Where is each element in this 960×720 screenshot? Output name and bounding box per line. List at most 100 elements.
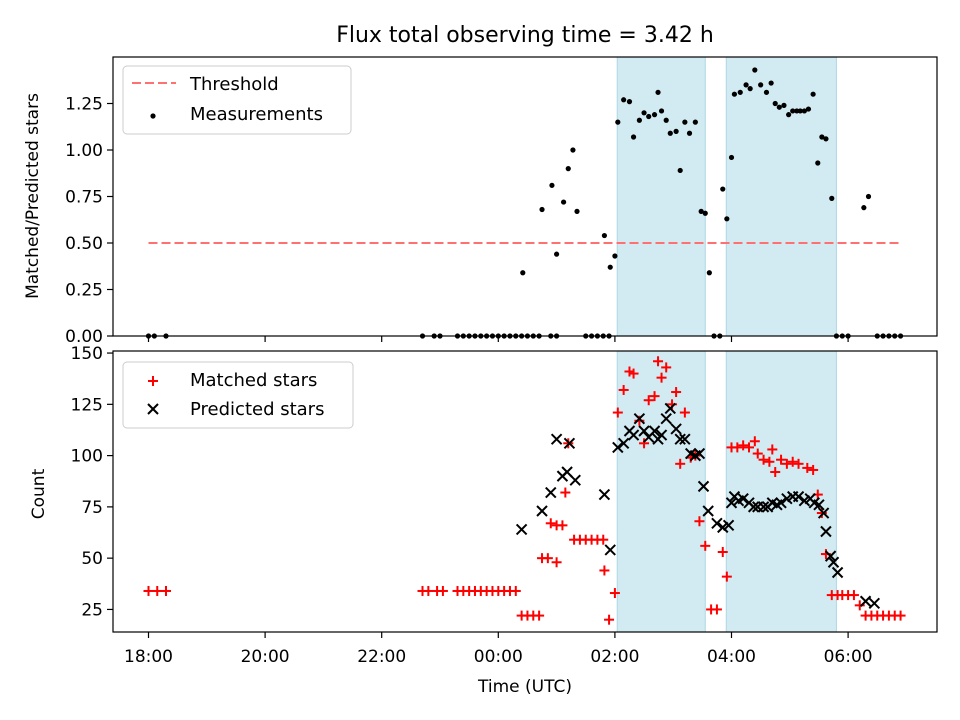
measurement-point bbox=[776, 104, 782, 110]
matched-point bbox=[557, 520, 568, 531]
matched-point bbox=[895, 610, 906, 621]
x-tick-label: 22:00 bbox=[357, 647, 406, 667]
legend-predicted-label: Predicted stars bbox=[190, 399, 324, 420]
measurement-point bbox=[570, 147, 576, 153]
matched-point bbox=[612, 407, 623, 418]
top-axes: 0.00 0.25 0.50 0.75 1.00 1.25 Matched/Predict… bbox=[23, 56, 938, 347]
matched-point bbox=[671, 387, 682, 398]
predicted-point bbox=[655, 429, 668, 441]
matched-point bbox=[717, 547, 728, 558]
chart-title: Flux total observing time = 3.42 h bbox=[336, 23, 714, 48]
y-tick-label: 75 bbox=[81, 498, 103, 518]
predicted-point bbox=[711, 517, 723, 529]
measurement-point bbox=[768, 80, 774, 86]
predicted-point bbox=[792, 490, 805, 503]
matched-point bbox=[653, 356, 664, 367]
predicted-point bbox=[648, 425, 661, 437]
y-tick-label: 100 bbox=[71, 447, 103, 467]
measurement-point bbox=[651, 112, 658, 118]
matched-point bbox=[560, 487, 571, 498]
y-tick-label: 0.25 bbox=[65, 281, 103, 301]
measurement-point bbox=[621, 97, 627, 103]
predicted-point bbox=[722, 519, 735, 532]
matched-point bbox=[679, 407, 690, 418]
bottom-legend: Matched stars Predicted stars bbox=[122, 361, 354, 429]
matched-point bbox=[721, 571, 732, 582]
matched-point bbox=[675, 458, 686, 469]
measurement-point bbox=[706, 270, 712, 276]
predicted-point bbox=[775, 497, 787, 509]
matched-point bbox=[542, 553, 553, 564]
matched-point bbox=[816, 508, 827, 519]
matched-point bbox=[604, 614, 615, 625]
measurement-point bbox=[549, 182, 555, 188]
predicted-point bbox=[563, 437, 576, 450]
matched-point bbox=[732, 442, 743, 453]
matched-point bbox=[749, 436, 760, 447]
x-tick-label: 18:00 bbox=[124, 647, 173, 667]
y-tick-label: 0.75 bbox=[65, 188, 103, 208]
top-shaded-intervals bbox=[616, 56, 837, 337]
predicted-point bbox=[679, 433, 691, 445]
measurement-point bbox=[601, 232, 608, 239]
predicted-point bbox=[550, 433, 563, 445]
predicted-point bbox=[612, 441, 624, 454]
measurement-point bbox=[646, 113, 652, 120]
predicted-point bbox=[536, 505, 548, 517]
top-y-ticks: 0.00 0.25 0.50 0.75 1.00 1.25 bbox=[65, 95, 113, 347]
matched-star-points bbox=[143, 356, 906, 625]
measurement-point bbox=[682, 119, 688, 125]
measurement-point bbox=[720, 186, 726, 192]
measurement-point bbox=[692, 119, 698, 125]
bottom-shaded-intervals bbox=[616, 350, 837, 633]
shaded-interval bbox=[616, 350, 706, 633]
measurement-point bbox=[554, 251, 560, 257]
y-tick-label: 1.00 bbox=[65, 141, 103, 161]
matched-point bbox=[700, 540, 711, 551]
measurement-point bbox=[731, 91, 738, 97]
x-tick-label: 02:00 bbox=[590, 647, 639, 667]
measurement-point bbox=[781, 102, 787, 108]
matched-point bbox=[787, 456, 798, 467]
predicted-point bbox=[664, 402, 676, 415]
bottom-legend-box bbox=[122, 361, 354, 429]
matched-point bbox=[802, 462, 813, 473]
y-tick-label: 0.00 bbox=[65, 327, 103, 347]
measurement-point bbox=[758, 82, 764, 88]
measurement-point bbox=[737, 89, 743, 95]
predicted-point bbox=[627, 429, 640, 441]
bottom-y-ticks: 25 50 75 100 125 150 bbox=[71, 344, 113, 620]
measurement-point bbox=[752, 67, 758, 73]
legend-measurements-swatch bbox=[150, 113, 156, 119]
predicted-point bbox=[674, 433, 686, 445]
predicted-point bbox=[515, 523, 528, 536]
matched-point bbox=[781, 458, 792, 469]
predicted-star-points bbox=[515, 402, 881, 609]
measurement-point bbox=[667, 130, 673, 136]
matched-point bbox=[656, 372, 667, 383]
predicted-point bbox=[817, 507, 830, 519]
matched-point bbox=[661, 362, 672, 373]
predicted-point bbox=[859, 595, 872, 607]
shaded-interval bbox=[725, 350, 837, 633]
measurement-point bbox=[805, 106, 812, 112]
y-tick-label: 1.25 bbox=[65, 95, 103, 115]
matched-point bbox=[770, 467, 781, 478]
measurement-point bbox=[560, 199, 567, 205]
measurement-point bbox=[763, 89, 770, 95]
measurement-point bbox=[861, 205, 867, 211]
measurement-point bbox=[743, 82, 749, 88]
y-tick-label: 50 bbox=[81, 549, 103, 569]
shaded-interval bbox=[725, 56, 837, 337]
x-tick-label: 00:00 bbox=[474, 647, 523, 667]
y-tick-label: 0.50 bbox=[65, 234, 103, 254]
matched-point bbox=[618, 384, 629, 395]
predicted-point bbox=[747, 501, 760, 513]
x-axis-label: Time (UTC) bbox=[477, 677, 572, 697]
predicted-point bbox=[545, 486, 557, 499]
measurement-point bbox=[520, 270, 526, 276]
measurement-point bbox=[607, 264, 613, 270]
matched-point bbox=[776, 454, 787, 465]
matched-point bbox=[643, 395, 654, 406]
